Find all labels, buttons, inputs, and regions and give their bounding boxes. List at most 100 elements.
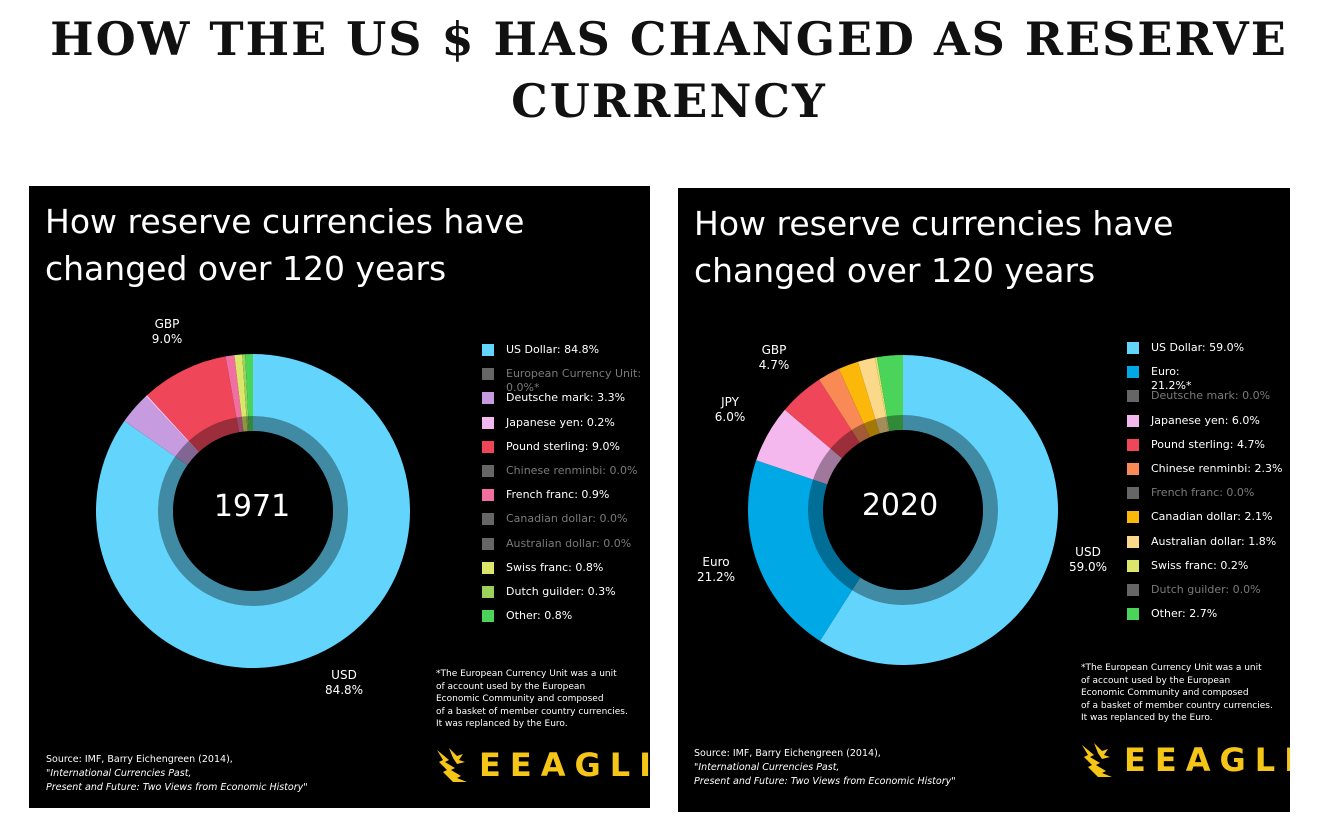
slice-french-franc bbox=[225, 355, 244, 433]
legend-label: Japanese yen: 0.2% bbox=[506, 415, 615, 429]
chart-title: How reserve currencies have changed over… bbox=[694, 200, 1173, 294]
legend-swatch bbox=[1127, 414, 1139, 427]
legend-item: Dutch guilder: 0.0% bbox=[1127, 583, 1282, 607]
eagle-logo-icon bbox=[437, 748, 467, 782]
callout-name: GBP bbox=[154, 317, 180, 331]
legend-label: Deutsche mark: 0.0% bbox=[1151, 389, 1271, 403]
legend-label: Deutsche mark: 3.3% bbox=[506, 391, 626, 405]
callout-gbp: GBP 9.0% bbox=[137, 317, 197, 347]
chart-title-line1: How reserve currencies have bbox=[45, 202, 525, 241]
source-title-part1: "International Currencies Past, bbox=[694, 762, 840, 773]
slice-other bbox=[876, 355, 903, 432]
legend-item: Australian dollar: 1.8% bbox=[1127, 535, 1282, 559]
legend-swatch bbox=[1127, 511, 1139, 524]
source-note: Source: IMF, Barry Eichengreen (2014), "… bbox=[46, 753, 308, 795]
legend-item: US Dollar: 59.0% bbox=[1127, 341, 1282, 365]
slice-us-dollar bbox=[819, 355, 1058, 665]
chart-title-line1: How reserve currencies have bbox=[694, 204, 1174, 243]
callout-jpy: JPY 6.0% bbox=[700, 395, 760, 425]
legend-label: Chinese renminbi: 2.3% bbox=[1151, 461, 1283, 475]
legend-swatch bbox=[1127, 608, 1139, 621]
callout-value: 21.2% bbox=[696, 570, 736, 584]
callout-name: USD bbox=[1075, 545, 1101, 559]
donut-chart-1971 bbox=[95, 354, 410, 668]
page-title: HOW THE US $ HAS CHANGED AS RESERVE CURR… bbox=[0, 0, 1338, 132]
legend-swatch bbox=[482, 464, 494, 477]
legend-item: Australian dollar: 0.0% bbox=[482, 537, 641, 561]
footnote-line: *The European Currency Unit was a unit bbox=[1081, 663, 1262, 673]
callout-name: Euro bbox=[702, 555, 730, 569]
callout-value: 59.0% bbox=[1068, 560, 1108, 574]
source-prefix: Source: IMF, Barry Eichengreen (2014), bbox=[694, 748, 881, 759]
donut-chart-2020 bbox=[748, 355, 1058, 665]
footnote: *The European Currency Unit was a unit o… bbox=[436, 668, 628, 731]
source-title-part2: Present and Future: Two Views from Econo… bbox=[46, 782, 308, 793]
slice-swiss-franc bbox=[234, 354, 248, 432]
legend-swatch bbox=[1127, 342, 1139, 354]
legend-swatch bbox=[1127, 583, 1139, 596]
callout-euro: Euro 21.2% bbox=[686, 555, 746, 585]
logo-text: EEAGLI bbox=[1124, 741, 1290, 779]
legend-label: Japanese yen: 6.0% bbox=[1151, 413, 1260, 427]
donut-inner-band bbox=[158, 416, 348, 606]
callout-gbp: GBP 4.7% bbox=[744, 343, 804, 373]
slice-swiss-franc bbox=[874, 357, 890, 432]
slice-canadian-dollar bbox=[838, 361, 880, 438]
eeagli-logo: EEAGLI bbox=[435, 746, 650, 784]
legend-label: Australian dollar: 1.8% bbox=[1151, 534, 1277, 548]
eeagli-logo: EEAGLI bbox=[1080, 741, 1290, 779]
legend-item: Chinese renminbi: 0.0% bbox=[482, 464, 641, 488]
legend-swatch bbox=[482, 392, 494, 405]
center-year-label: 1971 bbox=[213, 489, 291, 524]
legend-item: Euro: 21.2%* bbox=[1127, 365, 1282, 392]
chart-panel-1971: How reserve currencies have changed over… bbox=[29, 186, 650, 808]
legend-swatch bbox=[482, 344, 494, 356]
legend-swatch bbox=[482, 585, 494, 598]
legend-swatch bbox=[482, 416, 494, 429]
footnote-line: of account used by the European bbox=[1081, 675, 1231, 686]
legend-label: Pound sterling: 9.0% bbox=[506, 439, 620, 453]
slice-japanese-yen bbox=[145, 395, 200, 453]
logo-text: EEAGLI bbox=[479, 746, 650, 784]
legend-item: Pound sterling: 9.0% bbox=[482, 440, 641, 464]
legend-item: Chinese renminbi: 2.3% bbox=[1127, 462, 1282, 486]
chart-legend: US Dollar: 59.0% Euro: 21.2%* Deutsche mark… bbox=[1127, 341, 1282, 631]
legend-label-cont: 0.0%* bbox=[506, 381, 540, 395]
slice-pound-sterling bbox=[147, 356, 240, 452]
legend-label: US Dollar: 59.0% bbox=[1151, 341, 1245, 354]
source-title-part1: "International Currencies Past, bbox=[46, 768, 192, 779]
legend-item: Swiss franc: 0.2% bbox=[1127, 559, 1282, 583]
legend-label-cont: 21.2%* bbox=[1151, 379, 1192, 393]
footnote-line: of a basket of member country currencies… bbox=[1081, 700, 1273, 711]
legend-label: Pound sterling: 4.7% bbox=[1151, 437, 1265, 451]
footnote-line: *The European Currency Unit was a unit bbox=[436, 669, 617, 679]
legend-item: Dutch guilder: 0.3% bbox=[482, 585, 641, 609]
callout-value: 9.0% bbox=[151, 332, 183, 346]
legend-item: French franc: 0.9% bbox=[482, 488, 641, 512]
legend-swatch bbox=[1127, 366, 1139, 379]
legend-item: Japanese yen: 0.2% bbox=[482, 416, 641, 440]
legend-item: French franc: 0.0% bbox=[1127, 486, 1282, 510]
legend-item: Other: 0.8% bbox=[482, 609, 641, 633]
source-title-part2: Present and Future: Two Views from Econo… bbox=[694, 776, 956, 787]
legend-item: European Currency Unit: 0.0%* bbox=[482, 367, 642, 394]
chart-legend: US Dollar: 84.8% European Currency Unit: 0… bbox=[482, 343, 641, 633]
slice-australian-dollar bbox=[857, 357, 889, 434]
slice-us-dollar bbox=[95, 354, 410, 668]
legend-label: Swiss franc: 0.8% bbox=[506, 560, 604, 574]
legend-swatch bbox=[482, 610, 494, 623]
callout-usd: USD 59.0% bbox=[1058, 545, 1118, 575]
legend-label: European Currency Unit: bbox=[506, 367, 642, 381]
legend-label: Swiss franc: 0.2% bbox=[1151, 558, 1249, 572]
chart-title-line2: changed over 120 years bbox=[694, 251, 1096, 290]
legend-label: Dutch guilder: 0.3% bbox=[506, 584, 616, 598]
donut-hole bbox=[823, 430, 983, 590]
legend-label: Euro: bbox=[1151, 365, 1180, 379]
footnote: *The European Currency Unit was a unit o… bbox=[1081, 662, 1273, 725]
page-title-line2: CURRENCY bbox=[511, 74, 827, 128]
legend-label: Chinese renminbi: 0.0% bbox=[506, 463, 638, 477]
legend-item: Deutsche mark: 3.3% bbox=[482, 391, 641, 415]
legend-item: Canadian dollar: 0.0% bbox=[482, 512, 641, 536]
legend-label: Australian dollar: 0.0% bbox=[506, 536, 632, 550]
legend-swatch bbox=[1127, 390, 1139, 403]
